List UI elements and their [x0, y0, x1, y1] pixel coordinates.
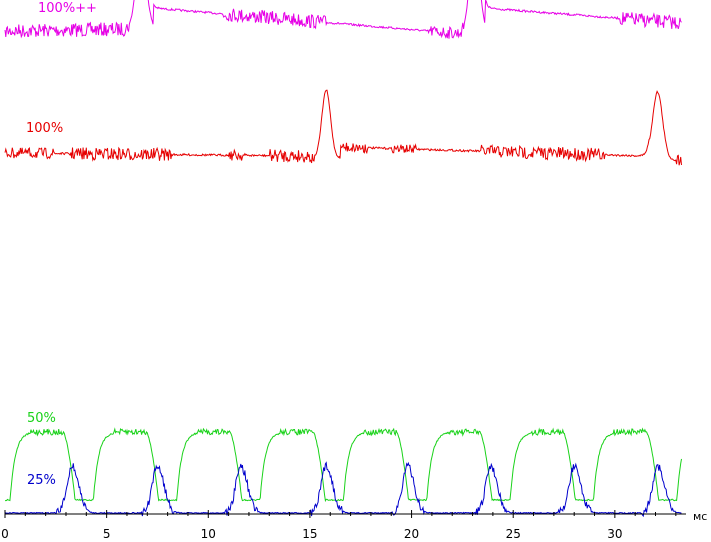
x-tick-label-15: 15 [302, 527, 317, 541]
trace-100-plus [4, 0, 682, 39]
x-tick-label-10: 10 [201, 527, 216, 541]
series-label-100-plus: 100%++ [38, 1, 97, 16]
x-tick-label-20: 20 [404, 527, 419, 541]
x-tick-label-5: 5 [103, 527, 111, 541]
x-ticks: 0 5 10 15 20 25 30 [1, 510, 677, 541]
trace-100 [4, 89, 682, 166]
trace-25 [4, 461, 682, 518]
x-tick-label-0: 0 [1, 527, 9, 541]
x-axis-unit-label: мс [693, 510, 707, 523]
series-label-25: 25% [27, 473, 56, 488]
series-label-100: 100% [26, 121, 63, 136]
x-tick-label-25: 25 [506, 527, 521, 541]
trace-50 [5, 427, 682, 503]
x-tick-label-30: 30 [607, 527, 622, 541]
traces-layer [4, 0, 682, 518]
series-label-50: 50% [27, 411, 56, 426]
